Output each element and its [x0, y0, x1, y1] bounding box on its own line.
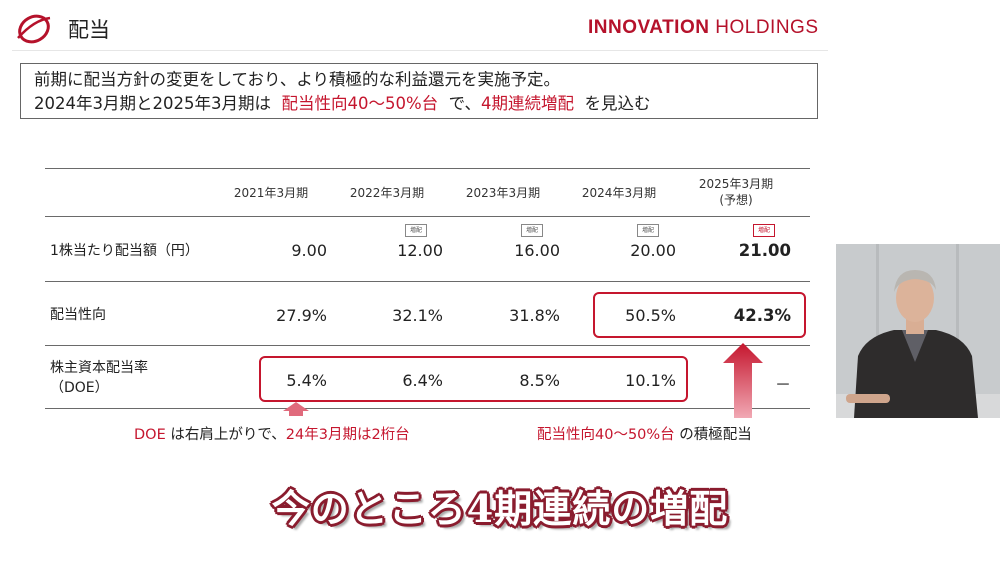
increase-badge: 増配	[405, 224, 427, 237]
company-logo-icon	[17, 14, 51, 44]
column-header: 2022年3月期	[349, 186, 425, 200]
doe-highlight-box	[259, 356, 688, 402]
table-row-rule	[45, 345, 810, 346]
up-arrow-icon	[723, 343, 763, 418]
presenter-avatar	[836, 244, 1000, 418]
column-header: 2023年3月期	[465, 186, 541, 200]
summary-box: 前期に配当方針の変更をしており、より積極的な利益還元を実施予定。 2024年3月…	[20, 63, 818, 119]
table-cell: 12.00	[397, 241, 443, 260]
table-cell: 50.5%	[625, 306, 676, 325]
table-header-rule	[45, 216, 810, 217]
payout-note: 配当性向40～50%台 の積極配当	[537, 423, 752, 444]
table-cell-forecast: 21.00	[738, 241, 791, 260]
brand-main: INNOVATION	[588, 17, 710, 38]
summary-text-a: 2024年3月期と2025年3月期は	[34, 94, 271, 113]
row-label-doe-line1: 株主資本配当率	[50, 360, 148, 376]
row-label-doe-line2: （DOE）	[50, 380, 109, 396]
column-header: 2021年3月期	[233, 186, 309, 200]
table-cell: 20.00	[630, 241, 676, 260]
presenter-video	[836, 244, 1000, 418]
column-header-sub: (予想)	[719, 193, 753, 207]
table-bottom-rule	[45, 408, 810, 409]
table-cell: 9.00	[291, 241, 327, 260]
brand-sub: HOLDINGS	[715, 17, 819, 38]
table-cell: 16.00	[514, 241, 560, 260]
table-cell: 8.5%	[519, 371, 560, 390]
increase-badge: 増配	[521, 224, 543, 237]
video-caption: 今のところ4期連続の増配	[271, 486, 729, 531]
row-label-dps: 1株当たり配当額（円）	[50, 243, 199, 259]
table-row-rule	[45, 281, 810, 282]
summary-highlight-payout: 配当性向40～50%台	[281, 94, 439, 113]
summary-line-2: 2024年3月期と2025年3月期は 配当性向40～50%台 で、4期連続増配 …	[34, 92, 817, 116]
table-cell-forecast: 42.3%	[733, 306, 791, 325]
summary-text-e: を見込む	[584, 94, 651, 113]
table-cell: 31.8%	[509, 306, 560, 325]
table-cell: 27.9%	[276, 306, 327, 325]
doe-note-highlight: 24年3月期は2桁台	[285, 427, 410, 443]
table-cell: 6.4%	[402, 371, 443, 390]
column-header: 2025年3月期 (予想)	[676, 176, 796, 208]
summary-highlight-consecutive: 4期連続増配	[481, 94, 574, 113]
increase-badge-forecast: 増配	[753, 224, 775, 237]
up-arrow-icon	[283, 402, 309, 416]
row-label-doe: 株主資本配当率 （DOE）	[50, 358, 148, 398]
table-top-rule	[45, 168, 810, 169]
table-cell-forecast: －	[774, 375, 791, 394]
increase-badge: 増配	[637, 224, 659, 237]
brand-logo-text: INNOVATION HOLDINGS	[588, 17, 819, 39]
summary-text-c: で、	[448, 94, 481, 113]
payout-highlight-box	[593, 292, 806, 338]
payout-note-highlight: 配当性向40～50%台	[537, 427, 675, 443]
row-label-payout: 配当性向	[50, 307, 106, 323]
column-header: 2024年3月期	[581, 186, 657, 200]
doe-note: DOE は右肩上がりで、24年3月期は2桁台	[134, 423, 410, 444]
doe-note-text: は右肩上がりで、	[165, 427, 286, 443]
doe-note-term: DOE	[134, 427, 166, 443]
table-cell: 10.1%	[625, 371, 676, 390]
summary-line-1: 前期に配当方針の変更をしており、より積極的な利益還元を実施予定。	[34, 70, 561, 89]
table-cell: 5.4%	[286, 371, 327, 390]
column-header-label: 2025年3月期	[698, 177, 774, 191]
payout-note-text: の積極配当	[674, 427, 752, 443]
header-divider	[12, 50, 828, 51]
page-title: 配当	[68, 18, 110, 42]
table-cell: 32.1%	[392, 306, 443, 325]
